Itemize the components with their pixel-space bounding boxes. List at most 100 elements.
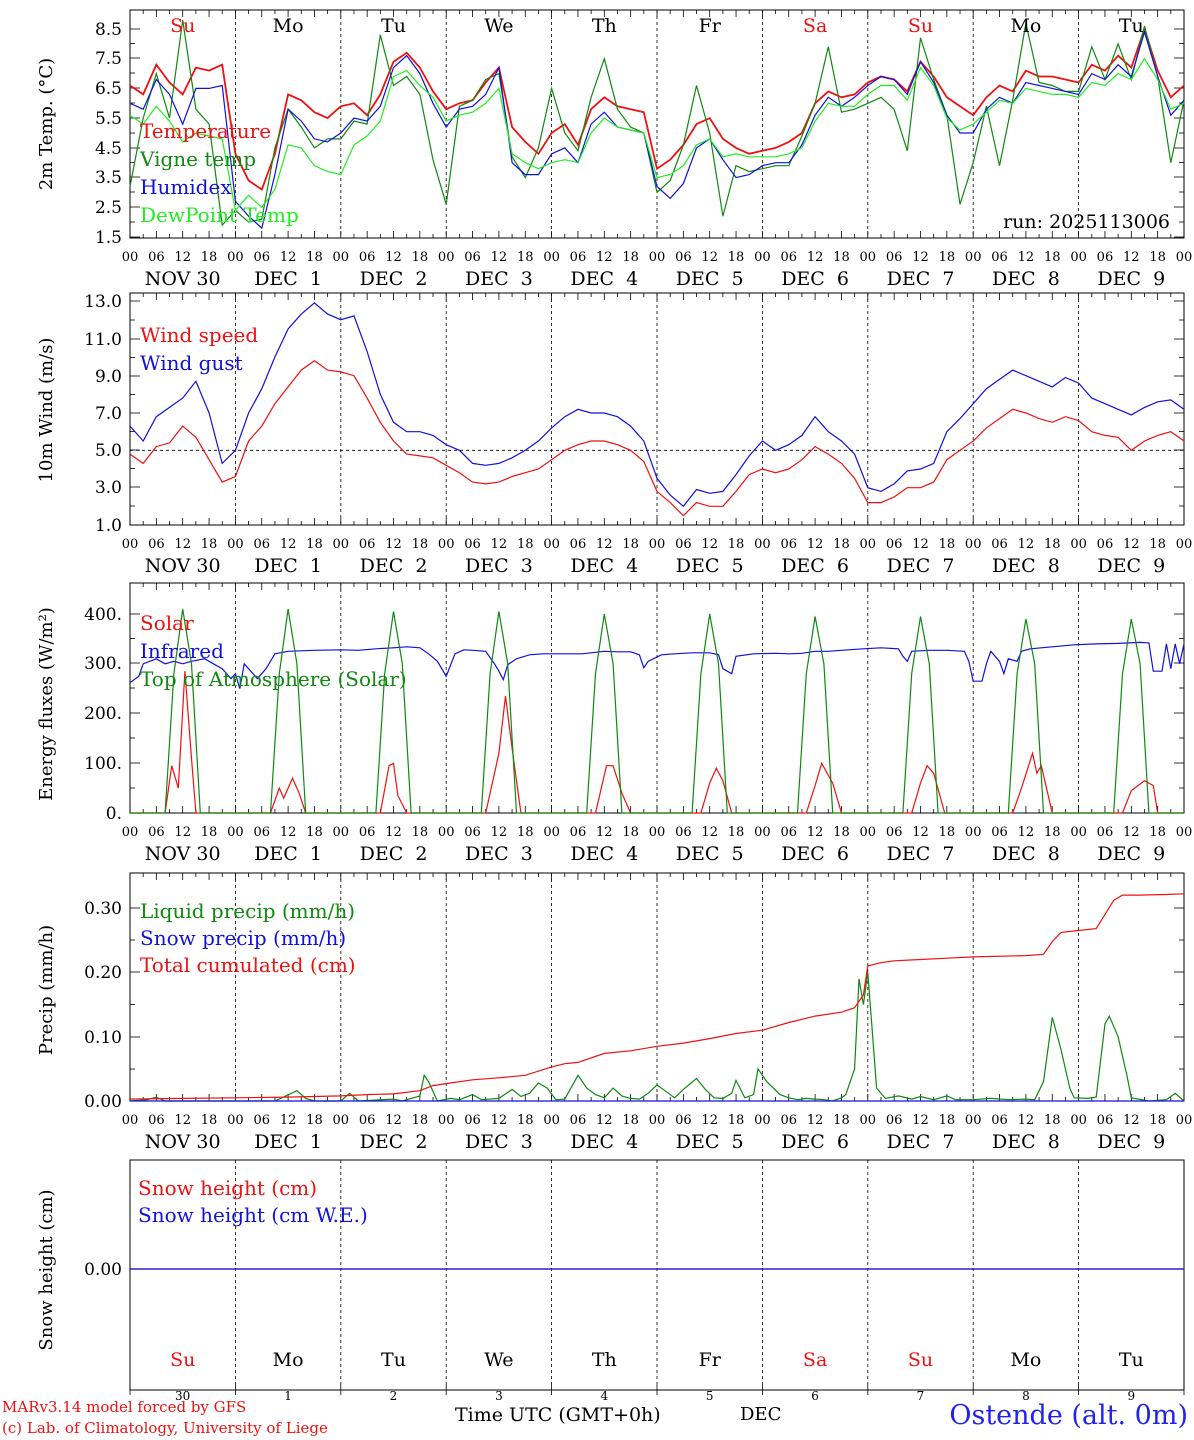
date-label: DEC 2: [360, 268, 428, 290]
y-axis-label: 2m Temp. (°C): [36, 58, 57, 190]
date-label: DEC 8: [992, 555, 1060, 577]
day-label-top: Fr: [699, 15, 722, 37]
hour-tick-label: 00: [965, 250, 982, 265]
hour-tick-label: 18: [1149, 825, 1166, 840]
day-label-top: We: [484, 15, 513, 37]
date-label: DEC 6: [781, 555, 849, 577]
hour-tick-label: 12: [701, 537, 718, 552]
legend-entry: Snow height (cm W.E.): [138, 1203, 368, 1227]
hour-tick-label: 00: [1176, 825, 1193, 840]
hour-tick-label: 00: [649, 1113, 666, 1128]
hour-tick-label: 00: [1176, 537, 1193, 552]
hour-tick-label: 06: [359, 825, 376, 840]
hour-tick-label: 12: [174, 825, 191, 840]
day-label-bottom: Tu: [1119, 1349, 1144, 1371]
hour-tick-label: 12: [912, 537, 929, 552]
hour-tick-label: 00: [1070, 825, 1087, 840]
y-tick-label: 0.10: [84, 1028, 122, 1048]
date-label: DEC 5: [676, 1131, 744, 1153]
hour-tick-label: 06: [675, 825, 692, 840]
date-label: DEC 1: [254, 555, 322, 577]
hour-tick-label: 06: [886, 1113, 903, 1128]
hour-tick-label: 18: [306, 1113, 323, 1128]
y-tick-label: 0.00: [84, 1260, 122, 1280]
hour-tick-label: 12: [280, 250, 297, 265]
date-label: DEC 6: [781, 268, 849, 290]
hour-tick-label: 06: [253, 825, 270, 840]
hour-tick-label: 18: [517, 825, 534, 840]
hour-tick-label: 00: [1176, 250, 1193, 265]
y-tick-label: 11.0: [84, 330, 122, 350]
y-axis-label: Snow height (cm): [36, 1189, 57, 1350]
date-label: DEC 7: [887, 843, 955, 865]
hour-tick-label: 06: [991, 825, 1008, 840]
hour-tick-label: 00: [227, 537, 244, 552]
day-number: 6: [811, 1389, 819, 1403]
hour-tick-label: 00: [543, 1113, 560, 1128]
legend-entry: DewPoint Temp: [140, 203, 299, 227]
hour-tick-label: 06: [886, 537, 903, 552]
hour-tick-label: 18: [939, 1113, 956, 1128]
hour-tick-label: 06: [991, 250, 1008, 265]
hour-tick-label: 12: [1123, 1113, 1140, 1128]
date-label: DEC 8: [992, 268, 1060, 290]
hour-tick-label: 18: [622, 537, 639, 552]
series-line-temperature: [129, 26, 1185, 191]
hour-tick-label: 18: [833, 1113, 850, 1128]
hour-tick-label: 06: [464, 825, 481, 840]
series-line-solar: [130, 671, 1184, 814]
y-tick-label: 3.0: [95, 478, 122, 498]
y-tick-label: 8.5: [95, 20, 122, 40]
day-label-top: Mo: [273, 15, 304, 37]
day-number: 2: [390, 1389, 398, 1403]
hour-tick-label: 06: [675, 1113, 692, 1128]
panel-3: [129, 582, 1185, 814]
series-line-wind-speed: [129, 359, 1185, 517]
hour-tick-label: 00: [649, 250, 666, 265]
hour-tick-label: 00: [754, 1113, 771, 1128]
hour-tick-label: 12: [807, 537, 824, 552]
y-tick-label: 1.0: [95, 516, 122, 536]
date-label: DEC 7: [887, 555, 955, 577]
month-label: DEC: [740, 1404, 782, 1425]
hour-tick-label: 12: [174, 537, 191, 552]
hour-tick-label: 12: [807, 250, 824, 265]
day-label-bottom: Th: [592, 1349, 617, 1371]
y-tick-label: 300.: [84, 654, 122, 674]
date-label: DEC 7: [887, 1131, 955, 1153]
panel-2: [129, 292, 1185, 526]
hour-tick-label: 12: [1018, 250, 1035, 265]
hour-tick-label: 06: [570, 1113, 587, 1128]
hour-tick-label: 06: [1097, 1113, 1114, 1128]
date-label: DEC 3: [465, 843, 533, 865]
hour-tick-label: 18: [306, 250, 323, 265]
day-label-top: Mo: [1010, 15, 1041, 37]
series-line-dewpoint-temp: [129, 57, 1185, 212]
hour-tick-label: 18: [833, 250, 850, 265]
legend-entry: Infrared: [140, 639, 224, 663]
date-label: DEC 9: [1097, 268, 1165, 290]
hour-tick-label: 00: [438, 250, 455, 265]
y-tick-label: 7.5: [95, 49, 122, 69]
hour-tick-label: 00: [965, 1113, 982, 1128]
y-tick-label: 5.5: [95, 109, 122, 129]
hour-tick-label: 12: [596, 825, 613, 840]
y-tick-label: 5.0: [95, 441, 122, 461]
hour-tick-label: 18: [306, 825, 323, 840]
date-label: DEC 7: [887, 268, 955, 290]
series-line-wind-gust: [129, 302, 1185, 508]
hour-tick-label: 18: [622, 825, 639, 840]
hour-tick-label: 12: [807, 1113, 824, 1128]
hour-tick-label: 18: [201, 825, 218, 840]
hour-tick-label: 18: [939, 537, 956, 552]
day-label-bottom: Su: [170, 1349, 195, 1371]
legend-entry: Wind gust: [140, 351, 243, 375]
date-label: DEC 2: [360, 843, 428, 865]
hour-tick-label: 06: [253, 1113, 270, 1128]
hour-tick-label: 18: [728, 825, 745, 840]
date-label: DEC 5: [676, 555, 744, 577]
hour-tick-label: 18: [1149, 537, 1166, 552]
hour-tick-label: 00: [333, 825, 350, 840]
hour-tick-label: 12: [701, 250, 718, 265]
hour-tick-label: 00: [965, 537, 982, 552]
